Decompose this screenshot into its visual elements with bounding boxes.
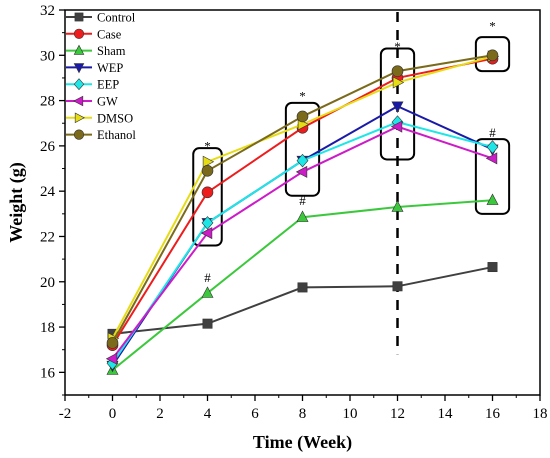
- data-point: [200, 227, 213, 240]
- x-axis: -2 0 2 4 6 8 10 12 14 16 18: [59, 395, 548, 422]
- legend-swatch-marker: [73, 95, 84, 107]
- x-tick-label: 14: [438, 406, 454, 422]
- legend-swatch-marker: [74, 12, 84, 22]
- legend-swatch-marker: [73, 28, 85, 39]
- y-tick-label: 22: [40, 229, 55, 245]
- y-axis: 16 18 20 22 24 26 28 30 32: [40, 3, 65, 396]
- x-tick-label: -2: [59, 406, 72, 422]
- legend: Control Case Sham WEP EEP GW DMSO Ethanol: [66, 11, 136, 142]
- x-tick-label: 0: [109, 406, 117, 422]
- data-point: [486, 140, 499, 154]
- data-point: [390, 120, 403, 133]
- y-axis-title: Weight (g): [6, 162, 27, 243]
- data-point: [202, 155, 215, 168]
- data-point: [105, 352, 118, 365]
- series-control: [107, 262, 498, 339]
- x-tick-label: 2: [156, 406, 164, 422]
- highlight-boxes: [192, 36, 511, 247]
- x-tick-label: 8: [299, 406, 307, 422]
- significance-mark: #: [204, 270, 211, 285]
- y-tick-label: 16: [40, 365, 56, 381]
- x-tick-label: 12: [390, 406, 405, 422]
- x-axis-title: Time (Week): [253, 432, 352, 453]
- legend-item-case: Case: [66, 27, 122, 41]
- legend-swatch-marker: [74, 112, 85, 124]
- legend-item-control: Control: [66, 11, 136, 25]
- x-tick-label: 18: [533, 406, 548, 422]
- series-line: [111, 105, 493, 367]
- significance-mark: #: [299, 193, 306, 208]
- legend-swatch-marker: [73, 63, 85, 74]
- series-wep: [106, 101, 499, 373]
- data-point: [297, 282, 308, 293]
- significance-mark: *: [394, 39, 401, 54]
- data-point: [391, 101, 404, 113]
- legend-item-dmso: DMSO: [66, 111, 133, 125]
- legend-label: Case: [97, 27, 122, 41]
- data-point: [296, 110, 309, 123]
- series-ethanol: [106, 49, 499, 349]
- significance-mark: *: [299, 89, 306, 104]
- y-tick-label: 26: [40, 139, 56, 155]
- y-tick-label: 18: [40, 320, 55, 336]
- legend-label: GW: [97, 95, 118, 109]
- legend-item-gw: GW: [66, 95, 118, 109]
- series-gw: [105, 120, 498, 365]
- x-tick-label: 6: [251, 406, 259, 422]
- data-point: [486, 193, 499, 205]
- y-tick-label: 28: [40, 94, 55, 110]
- data-point: [392, 76, 405, 89]
- data-point: [202, 318, 213, 329]
- data-point: [391, 65, 404, 77]
- highlight-box: [284, 101, 321, 197]
- legend-swatch-marker: [73, 129, 85, 140]
- legend-item-ethanol: Ethanol: [66, 128, 136, 142]
- data-point: [392, 281, 403, 292]
- highlight-box: [474, 138, 511, 215]
- significance-mark: *: [489, 18, 496, 33]
- y-tick-label: 20: [40, 275, 55, 291]
- legend-label: Control: [97, 11, 136, 25]
- data-point: [391, 200, 404, 212]
- legend-item-sham: Sham: [66, 44, 126, 58]
- data-point: [295, 165, 308, 178]
- data-point: [201, 216, 214, 230]
- data-point: [487, 262, 498, 273]
- significance-mark: #: [489, 125, 496, 140]
- y-tick-label: 30: [40, 48, 55, 64]
- legend-label: EEP: [97, 78, 119, 92]
- x-tick-label: 16: [485, 406, 501, 422]
- series-eep: [106, 115, 499, 371]
- legend-label: WEP: [97, 61, 123, 75]
- data-point: [296, 210, 309, 222]
- y-tick-label: 32: [40, 3, 55, 19]
- data-point: [201, 186, 214, 199]
- data-point: [201, 286, 214, 298]
- highlight-box: [474, 36, 511, 73]
- legend-swatch-marker: [73, 44, 85, 55]
- data-point: [296, 153, 309, 168]
- legend-item-wep: WEP: [66, 61, 123, 75]
- x-tick-label: 10: [343, 406, 358, 422]
- y-tick-label: 24: [40, 184, 56, 200]
- significance-annotations: * * * * # # #: [204, 18, 496, 284]
- legend-item-eep: EEP: [66, 78, 119, 92]
- legend-swatch-marker: [73, 78, 85, 91]
- series-sham: [106, 193, 499, 375]
- data-point: [486, 49, 499, 62]
- legend-label: Sham: [97, 44, 126, 58]
- x-tick-label: 4: [204, 406, 212, 422]
- significance-mark: *: [204, 138, 211, 153]
- data-point: [106, 337, 119, 349]
- data-point: [485, 152, 498, 165]
- series-group: [105, 49, 500, 375]
- legend-label: DMSO: [97, 111, 133, 125]
- data-point: [201, 164, 214, 177]
- legend-label: Ethanol: [97, 128, 136, 142]
